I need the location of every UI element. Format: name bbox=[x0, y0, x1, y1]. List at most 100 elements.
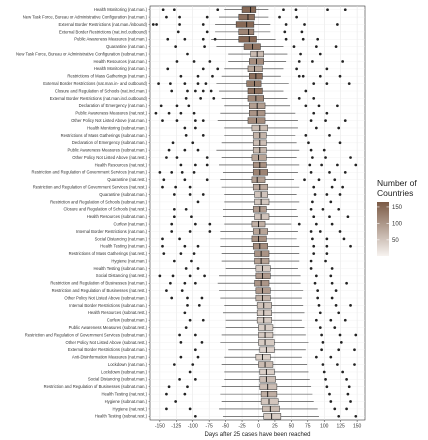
category-label: Health Monitoring (nat.man.) bbox=[94, 7, 148, 12]
outlier-point bbox=[330, 222, 334, 226]
outlier-point bbox=[309, 267, 313, 270]
outlier-point bbox=[178, 377, 181, 381]
outlier-point bbox=[343, 318, 347, 322]
box bbox=[241, 6, 257, 13]
outlier-point bbox=[314, 274, 318, 278]
outlier-point bbox=[309, 148, 313, 152]
outlier-point bbox=[294, 8, 298, 12]
box bbox=[255, 265, 271, 272]
outlier-point bbox=[341, 370, 344, 374]
outlier-point bbox=[155, 23, 158, 26]
category-label: New Task Force, Bureau or Administrative… bbox=[23, 14, 148, 19]
outlier-point bbox=[284, 37, 288, 41]
box bbox=[255, 354, 271, 361]
outlier-point bbox=[312, 252, 316, 256]
category-label: Health Resources (subnat.rest.) bbox=[88, 310, 148, 315]
outlier-point bbox=[199, 97, 202, 100]
outlier-point bbox=[311, 200, 314, 204]
outlier-point bbox=[325, 111, 329, 115]
category-label: External Border Restrictions (nat.incl.o… bbox=[59, 29, 148, 34]
outlier-point bbox=[186, 89, 189, 93]
outlier-point bbox=[170, 296, 174, 300]
category-label: Other Policy Not Listed Above (nat.man.) bbox=[71, 118, 147, 123]
outlier-point bbox=[297, 97, 301, 100]
outlier-point bbox=[205, 163, 209, 167]
outlier-point bbox=[292, 45, 296, 49]
outlier-point bbox=[157, 82, 160, 85]
outlier-point bbox=[337, 311, 341, 315]
x-tick-label: -150 bbox=[155, 424, 165, 430]
outlier-point bbox=[176, 30, 180, 34]
outlier-point bbox=[186, 296, 189, 300]
category-label: Restrictions of Mass Gatherings (nat.res… bbox=[69, 251, 148, 256]
outlier-point bbox=[169, 82, 172, 85]
box bbox=[251, 176, 266, 183]
outlier-point bbox=[194, 333, 197, 337]
outlier-point bbox=[201, 37, 205, 41]
outlier-point bbox=[309, 230, 313, 233]
outlier-point bbox=[318, 74, 322, 78]
outlier-point bbox=[346, 392, 350, 396]
outlier-point bbox=[325, 252, 329, 256]
outlier-point bbox=[162, 178, 166, 182]
outlier-point bbox=[312, 244, 316, 248]
outlier-point bbox=[178, 237, 181, 241]
legend-ticks: 50 100 150 bbox=[377, 205, 403, 244]
outlier-point bbox=[196, 267, 200, 270]
outlier-point bbox=[354, 333, 358, 337]
box bbox=[259, 376, 276, 383]
category-label: Hygiene (subnat.man.) bbox=[105, 399, 148, 404]
outlier-point bbox=[165, 15, 168, 19]
outlier-point bbox=[186, 385, 189, 389]
category-label: Health Monitoring (nat.man.) bbox=[94, 66, 148, 71]
outlier-point bbox=[183, 37, 187, 41]
outlier-point bbox=[314, 45, 318, 49]
outlier-point bbox=[178, 15, 181, 19]
outlier-point bbox=[334, 45, 338, 49]
outlier-point bbox=[192, 170, 196, 174]
outlier-point bbox=[179, 111, 183, 115]
category-label: Health Resources (nat.rest.) bbox=[95, 162, 148, 167]
outlier-point bbox=[284, 23, 288, 26]
outlier-point bbox=[309, 259, 313, 263]
outlier-point bbox=[194, 414, 197, 418]
outlier-point bbox=[192, 111, 196, 115]
outlier-point bbox=[321, 363, 325, 366]
box bbox=[246, 80, 262, 87]
outlier-point bbox=[187, 104, 191, 108]
outlier-point bbox=[334, 289, 338, 292]
outlier-point bbox=[311, 60, 314, 63]
outlier-point bbox=[201, 67, 205, 71]
outlier-point bbox=[311, 156, 314, 159]
outlier-point bbox=[170, 89, 174, 93]
outlier-point bbox=[314, 318, 318, 322]
box bbox=[258, 331, 274, 339]
category-label: Hygiene (nat.rest.) bbox=[113, 406, 148, 411]
outlier-point bbox=[191, 141, 195, 145]
category-label: Health Testing (subnat.man.) bbox=[94, 266, 148, 271]
legend-tick-label: 50 bbox=[392, 238, 399, 244]
outlier-point bbox=[196, 148, 200, 152]
outlier-point bbox=[216, 67, 220, 71]
outlier-point bbox=[342, 237, 346, 241]
outlier-point bbox=[151, 23, 155, 26]
outlier-point bbox=[301, 37, 305, 41]
outlier-point bbox=[184, 267, 188, 270]
outlier-point bbox=[303, 23, 306, 26]
category-label: Restrictions of Mass Gatherings (nat.man… bbox=[67, 74, 147, 79]
outlier-point bbox=[303, 178, 306, 182]
category-label: Public Awareness Measures (nat.man.) bbox=[74, 37, 147, 42]
outlier-point bbox=[179, 163, 183, 167]
outlier-point bbox=[180, 170, 184, 174]
outlier-point bbox=[304, 134, 308, 137]
outlier-point bbox=[203, 45, 206, 49]
x-tick-label: 150 bbox=[353, 424, 362, 430]
outlier-point bbox=[201, 119, 205, 122]
outlier-point bbox=[184, 134, 188, 137]
x-tick-label: -75 bbox=[206, 424, 213, 430]
legend-colorbar bbox=[377, 202, 389, 256]
category-label: Restriction and Regulation of Government… bbox=[32, 170, 148, 175]
category-label: Hygiene (nat.man.) bbox=[111, 258, 147, 263]
outlier-point bbox=[171, 141, 175, 145]
outlier-point bbox=[318, 311, 322, 315]
